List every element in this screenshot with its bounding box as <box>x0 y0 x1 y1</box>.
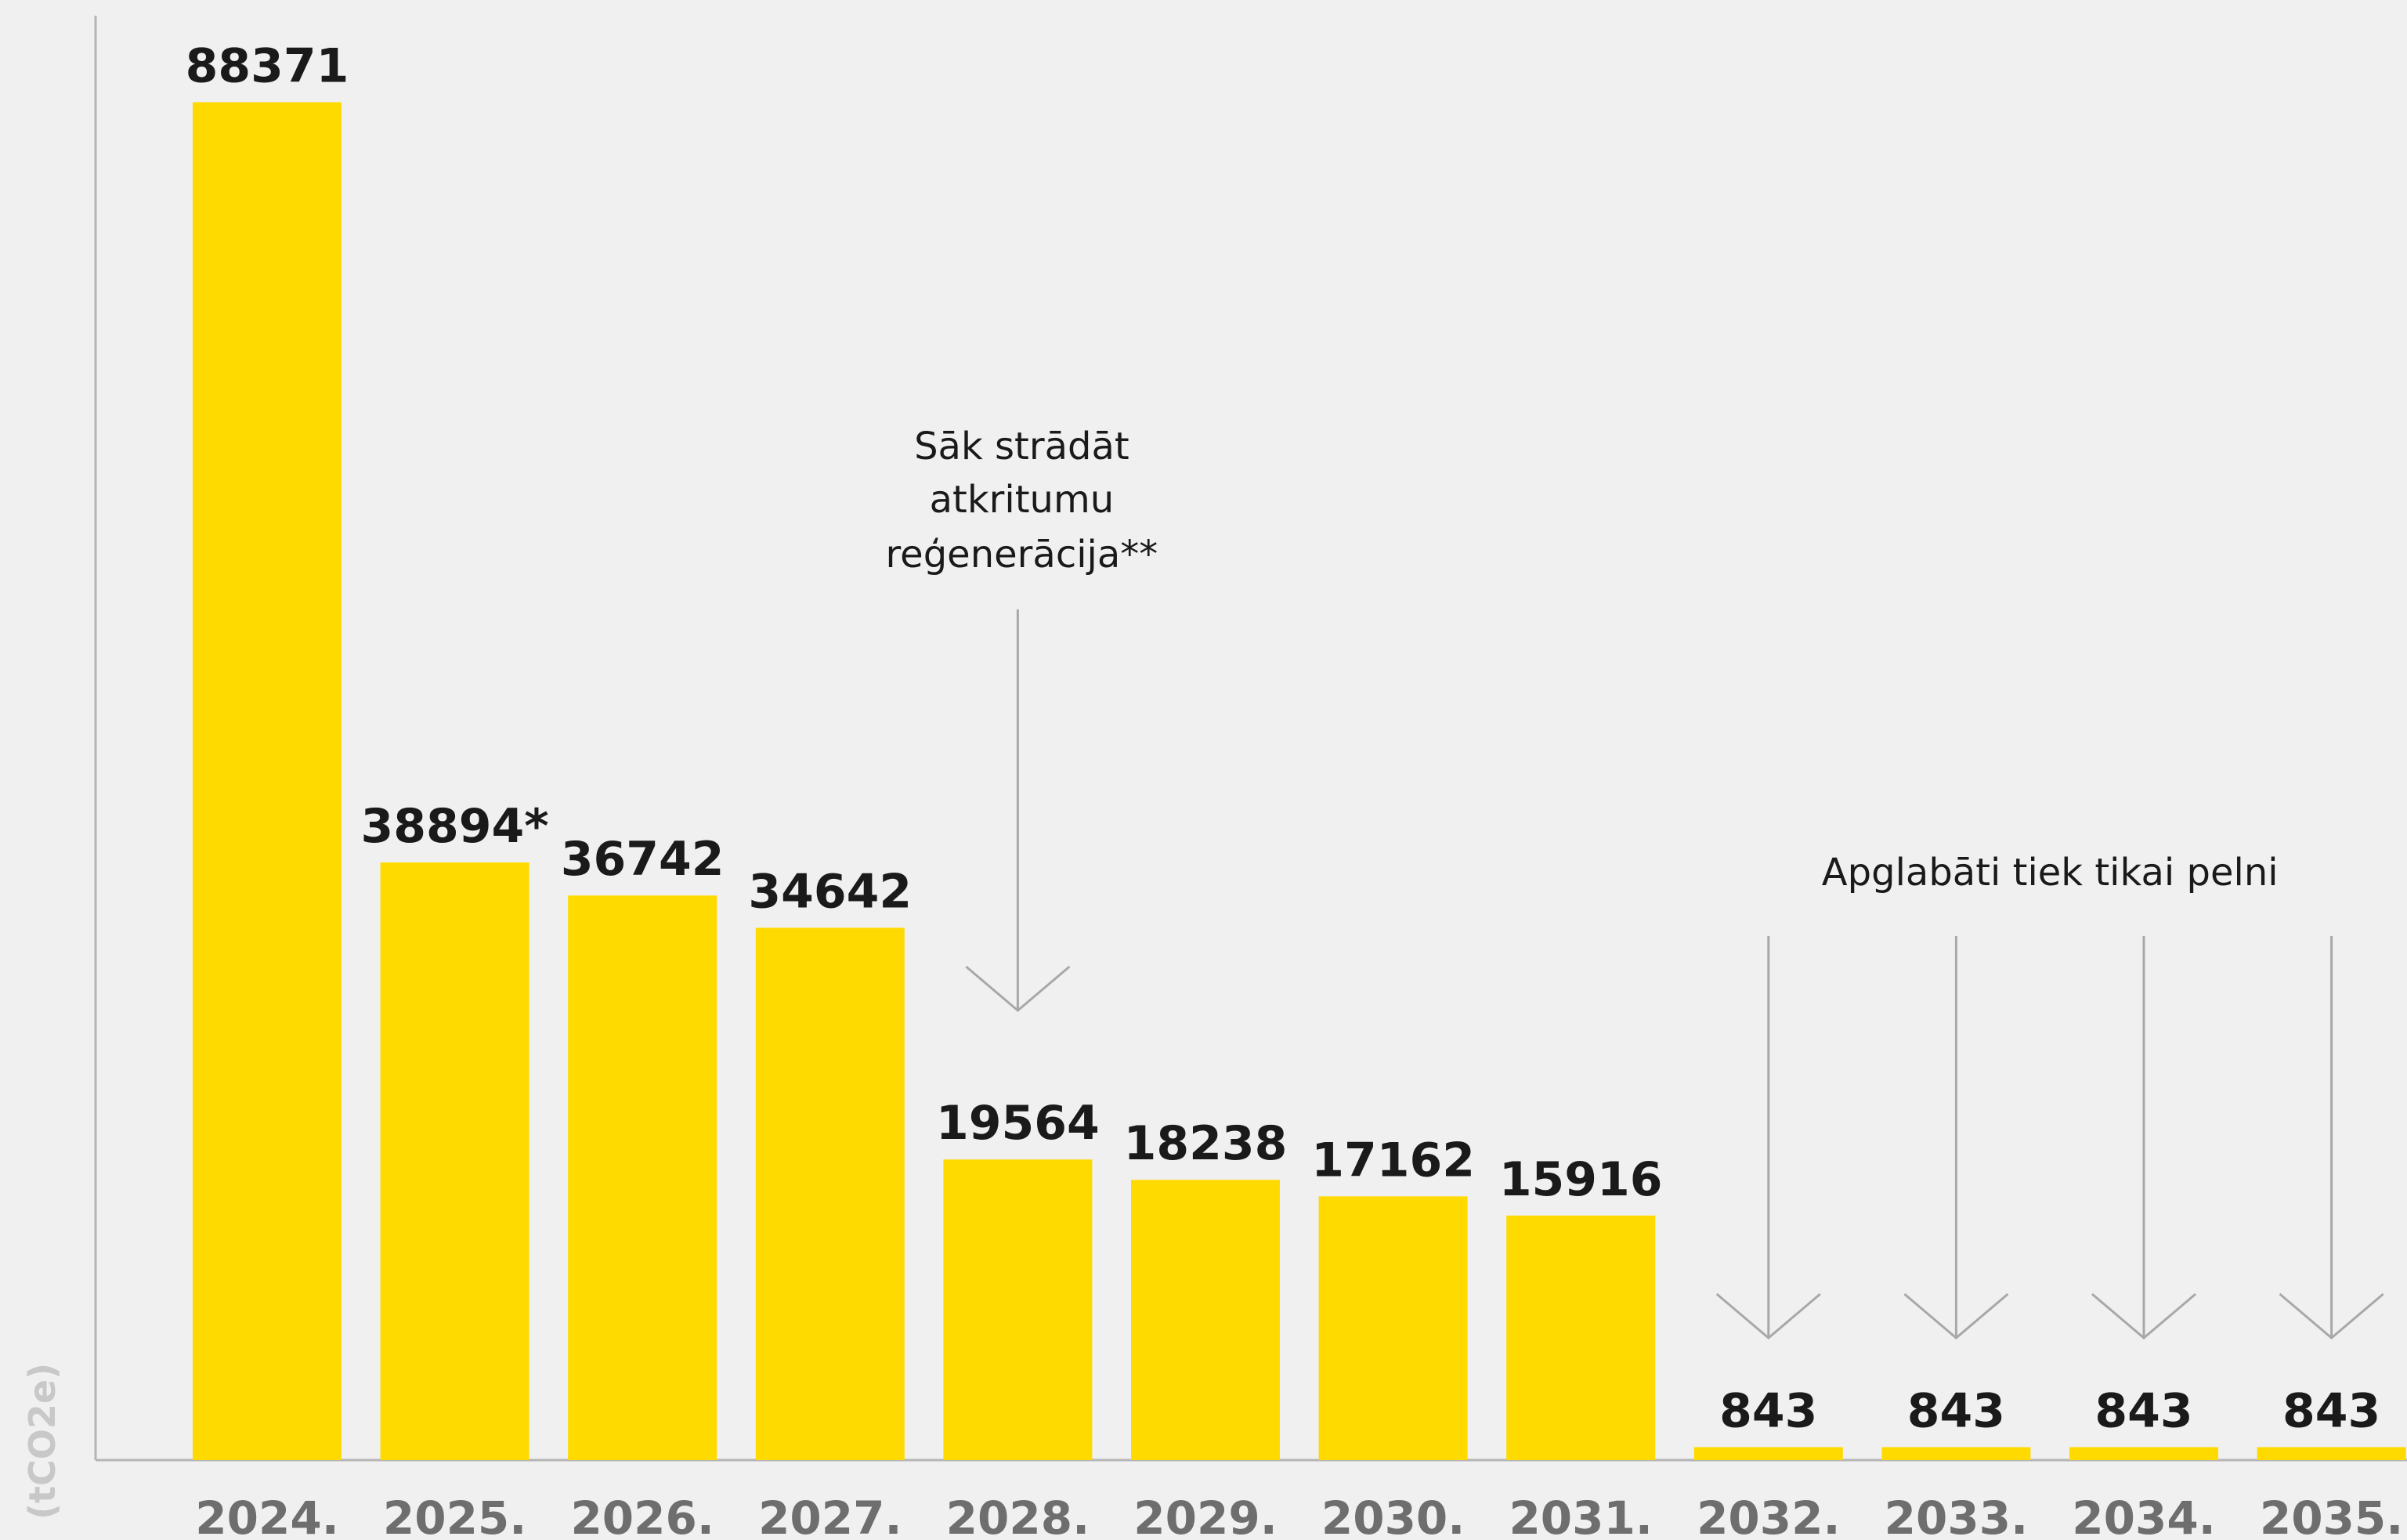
x-tick-label-2027: 2027. <box>758 1491 902 1540</box>
annotation-1-arrow <box>965 609 1071 1012</box>
x-tick-label-2026: 2026. <box>570 1491 714 1540</box>
bar-2025 <box>380 862 529 1460</box>
y-axis-label: (tCO2e) <box>21 1363 63 1520</box>
bar-2035 <box>2257 1447 2406 1460</box>
value-label-2026: 36742 <box>561 832 725 887</box>
bar-2029 <box>1131 1180 1280 1460</box>
value-label-2025: 38894* <box>361 799 549 854</box>
value-labels-group: 88371 38894*36742 34642 19564 18238 17162 1591… <box>186 38 2381 1438</box>
x-tick-label-2024: 2024. <box>195 1491 338 1540</box>
x-tick-label-2031: 2031. <box>1509 1491 1652 1540</box>
bar-2027 <box>755 927 905 1460</box>
value-label-2029: 18238 <box>1124 1116 1288 1171</box>
bar-2024 <box>193 102 342 1461</box>
annotation-2-arrow-3 <box>2091 936 2196 1339</box>
bar-2030 <box>1318 1196 1468 1460</box>
x-tick-label-2025: 2025. <box>383 1491 526 1540</box>
annotations-group: Sāk strādāt atkritumu reģenerācija** Apglab… <box>886 425 2384 1339</box>
value-label-2032: 843 <box>1719 1383 1817 1438</box>
x-tick-label-2028: 2028. <box>946 1491 1090 1540</box>
annotation-1-line-2: atkritumu <box>930 478 1115 522</box>
annotation-2-text: Apglabāti tiek tikai pelni <box>1822 851 2279 895</box>
value-label-2031: 15916 <box>1499 1152 1663 1207</box>
annotation-2-arrow-2 <box>1903 936 2009 1339</box>
value-label-2030: 17162 <box>1311 1133 1475 1188</box>
value-label-2034: 843 <box>2094 1383 2192 1438</box>
value-label-2027: 34642 <box>748 864 912 919</box>
x-tick-label-2034: 2034. <box>2072 1491 2215 1540</box>
x-tick-label-2033: 2033. <box>1885 1491 2028 1540</box>
bar-2033 <box>1881 1447 2031 1460</box>
bar-2026 <box>568 895 717 1460</box>
x-tick-label-2030: 2030. <box>1321 1491 1465 1540</box>
x-tick-label-2029: 2029. <box>1133 1491 1277 1540</box>
annotation-1-line-1: Sāk strādāt <box>914 425 1129 468</box>
annotation-2-arrow-4 <box>2279 936 2384 1339</box>
bar-2034 <box>2069 1447 2218 1460</box>
bar-2028 <box>943 1159 1093 1460</box>
value-label-2035: 843 <box>2282 1383 2380 1438</box>
bar-2031 <box>1506 1215 1656 1460</box>
bars-group <box>193 102 2406 1461</box>
annotation-1-line-3: reģenerācija** <box>886 533 1158 577</box>
annotation-2-arrow-1 <box>1715 936 1821 1339</box>
bar-2032 <box>1693 1447 1843 1460</box>
x-tick-labels-group: 2024. 2025. 2026. 2027. 2028. 2029. 2030. 2031.… <box>195 1491 2403 1540</box>
x-tick-label-2032: 2032. <box>1697 1491 1840 1540</box>
value-label-2028: 19564 <box>936 1096 1100 1151</box>
value-label-2024: 88371 <box>186 38 349 93</box>
value-label-2033: 843 <box>1907 1383 2005 1438</box>
x-tick-label-2035: 2035. <box>2260 1491 2403 1540</box>
